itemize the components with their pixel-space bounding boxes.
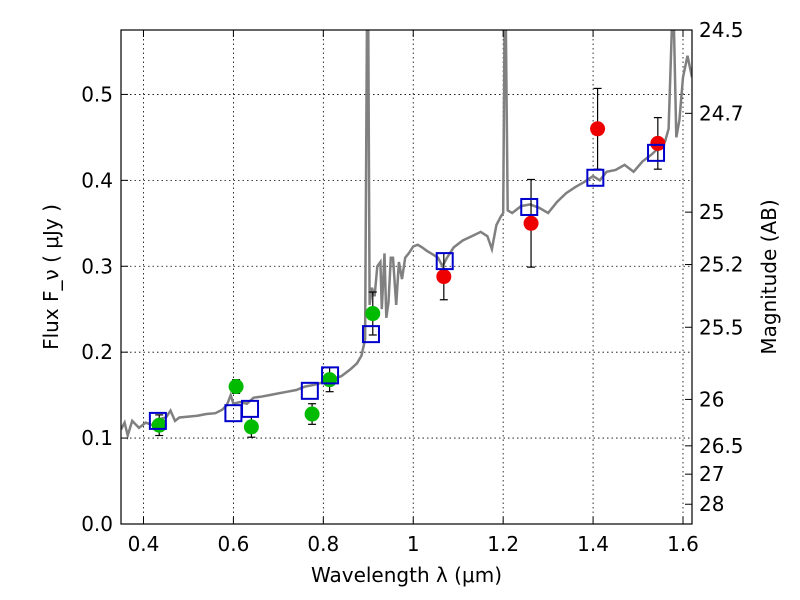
model-squares [148,143,666,430]
green-data-point [228,379,244,395]
x-tick-label: 1.6 [667,532,699,556]
y-tick-label: 0.5 [81,82,113,106]
y-tick-label: 0.3 [81,254,113,278]
y-right-tick-label: 25.2 [699,253,744,277]
y-right-tick-label: 26.5 [699,434,744,458]
y-right-tick-label: 24.5 [699,18,744,42]
y-tick-label: 0.0 [81,512,113,536]
model-square [241,399,260,418]
axis-ticks: 0.4 0.6 0.8 1 1.2 1.4 1.6 0.0 0.1 0.2 0.3 0.4 0.5 24.… [81,18,743,556]
y-right-tick-label: 25 [699,200,724,224]
y-right-tick-label: 25.5 [699,315,744,339]
y-axis-right-label: Magnitude (AB) [757,199,781,354]
x-axis-label: Wavelength λ (μm) [311,563,502,587]
model-square [361,325,380,344]
grid [121,30,692,525]
red-data-point [650,135,666,151]
x-tick-label: 1.2 [487,532,519,556]
x-tick-label: 0.6 [217,532,249,556]
green-data-point [151,417,167,433]
model-square [520,197,539,216]
y-right-tick-label: 24.7 [699,101,744,125]
y-axis-label: Flux F_ν ( μJy ) [39,204,63,350]
photometry-points [151,121,666,435]
model-square [148,411,167,430]
y-tick-label: 0.2 [81,340,113,364]
green-data-point [304,406,320,422]
y-right-tick-label: 26 [699,387,724,411]
red-data-point [590,121,606,137]
plot-frame [120,29,693,525]
model-square [435,252,454,271]
model-square [647,143,666,162]
green-data-point [322,372,338,388]
model-square [300,381,319,400]
spectrum-line [121,30,692,441]
y-right-tick-label: 28 [699,492,724,516]
model-square [586,168,605,187]
green-data-point [365,306,381,322]
red-data-point [523,215,539,231]
x-tick-label: 0.4 [128,532,160,556]
x-tick-label: 1.4 [577,532,609,556]
template-spectrum [121,30,692,441]
y-right-tick-label: 27 [699,462,724,486]
model-square [321,366,340,385]
y-tick-label: 0.1 [81,426,113,450]
green-data-point [243,419,259,435]
y-tick-label: 0.4 [81,168,113,192]
x-tick-label: 1 [407,532,420,556]
red-data-point [436,269,452,285]
x-tick-label: 0.8 [307,532,339,556]
